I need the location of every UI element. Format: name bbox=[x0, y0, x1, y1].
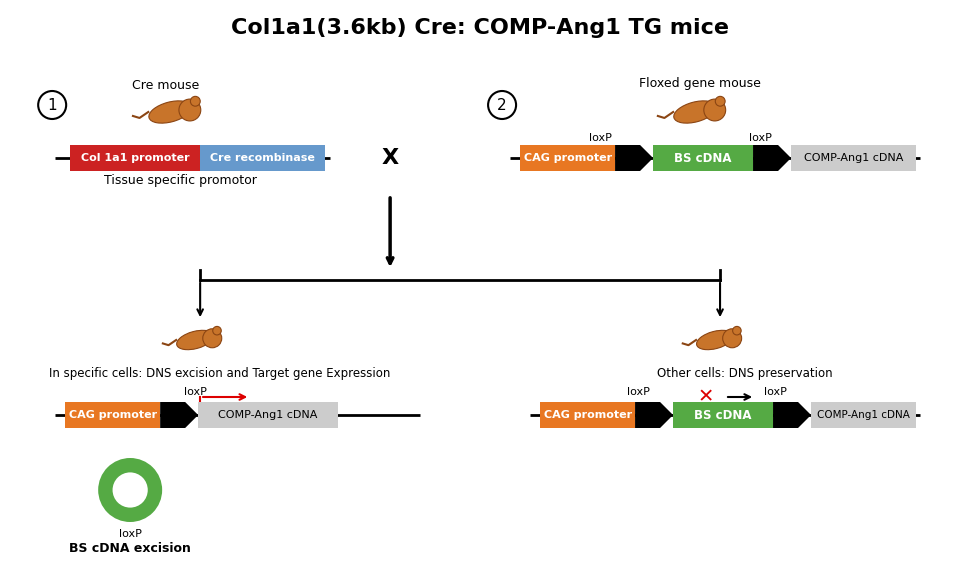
Circle shape bbox=[488, 91, 516, 119]
Circle shape bbox=[203, 329, 222, 348]
Circle shape bbox=[715, 96, 725, 106]
FancyBboxPatch shape bbox=[791, 145, 916, 171]
FancyBboxPatch shape bbox=[540, 402, 636, 428]
Polygon shape bbox=[773, 402, 811, 428]
Polygon shape bbox=[615, 145, 653, 171]
FancyBboxPatch shape bbox=[811, 402, 916, 428]
Polygon shape bbox=[636, 402, 673, 428]
FancyBboxPatch shape bbox=[198, 402, 338, 428]
Text: ✕: ✕ bbox=[698, 388, 714, 407]
Text: Cre recombinase: Cre recombinase bbox=[210, 153, 315, 163]
Text: BS cDNA excision: BS cDNA excision bbox=[69, 541, 191, 554]
Text: COMP-Ang1 cDNA: COMP-Ang1 cDNA bbox=[804, 153, 903, 163]
FancyBboxPatch shape bbox=[673, 402, 773, 428]
Polygon shape bbox=[160, 402, 198, 428]
FancyBboxPatch shape bbox=[70, 145, 200, 171]
Ellipse shape bbox=[177, 331, 214, 350]
FancyBboxPatch shape bbox=[200, 145, 325, 171]
Circle shape bbox=[704, 99, 726, 121]
Text: Tissue specific promotor: Tissue specific promotor bbox=[104, 174, 256, 187]
Circle shape bbox=[190, 96, 201, 106]
Text: BS cDNA: BS cDNA bbox=[694, 408, 752, 421]
Text: CAG promoter: CAG promoter bbox=[68, 410, 156, 420]
Text: CAG promoter: CAG promoter bbox=[543, 410, 632, 420]
Ellipse shape bbox=[674, 101, 716, 123]
FancyBboxPatch shape bbox=[65, 402, 160, 428]
Text: COMP-Ang1 cDNA: COMP-Ang1 cDNA bbox=[817, 410, 910, 420]
Circle shape bbox=[98, 458, 162, 522]
Circle shape bbox=[179, 99, 201, 121]
Ellipse shape bbox=[697, 331, 733, 350]
Text: COMP-Ang1 cDNA: COMP-Ang1 cDNA bbox=[219, 410, 318, 420]
FancyBboxPatch shape bbox=[520, 145, 615, 171]
Text: loxP: loxP bbox=[119, 529, 141, 539]
Circle shape bbox=[732, 327, 741, 335]
Ellipse shape bbox=[149, 101, 191, 123]
Text: CAG promoter: CAG promoter bbox=[523, 153, 612, 163]
Text: Cre mouse: Cre mouse bbox=[132, 78, 199, 91]
Polygon shape bbox=[753, 145, 791, 171]
Circle shape bbox=[213, 327, 221, 335]
Text: loxP: loxP bbox=[627, 387, 650, 397]
Text: BS cDNA: BS cDNA bbox=[674, 152, 732, 164]
Circle shape bbox=[112, 472, 148, 508]
Text: Col 1a1 promoter: Col 1a1 promoter bbox=[81, 153, 189, 163]
Circle shape bbox=[38, 91, 66, 119]
Text: loxP: loxP bbox=[763, 387, 786, 397]
Text: X: X bbox=[381, 148, 398, 168]
Text: In specific cells: DNS excision and Target gene Expression: In specific cells: DNS excision and Targ… bbox=[50, 367, 391, 379]
Circle shape bbox=[723, 329, 742, 348]
Text: loxP: loxP bbox=[749, 133, 772, 143]
FancyBboxPatch shape bbox=[653, 145, 753, 171]
Text: 1: 1 bbox=[47, 98, 57, 113]
Text: Other cells: DNS preservation: Other cells: DNS preservation bbox=[658, 367, 833, 379]
Text: Floxed gene mouse: Floxed gene mouse bbox=[639, 77, 761, 89]
Text: loxP: loxP bbox=[183, 387, 206, 397]
Text: 2: 2 bbox=[497, 98, 507, 113]
Text: loxP: loxP bbox=[588, 133, 612, 143]
Text: Col1a1(3.6kb) Cre: COMP-Ang1 TG mice: Col1a1(3.6kb) Cre: COMP-Ang1 TG mice bbox=[231, 18, 729, 38]
